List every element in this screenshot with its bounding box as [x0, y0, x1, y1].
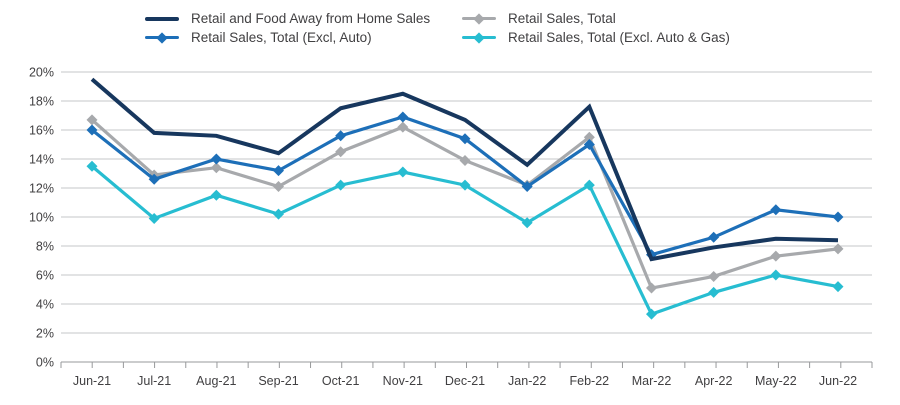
- svg-text:12%: 12%: [29, 182, 54, 196]
- series-lines: [86, 77, 844, 320]
- svg-text:2%: 2%: [36, 327, 54, 341]
- chart-legend: Retail and Food Away from Home Sales Ret…: [145, 9, 730, 47]
- svg-text:Sep-21: Sep-21: [258, 374, 298, 388]
- data-point-marker: [646, 282, 657, 294]
- svg-text:May-22: May-22: [755, 374, 797, 388]
- navy-line-swatch-icon: [145, 13, 179, 25]
- data-point-marker: [832, 281, 844, 293]
- svg-text:Aug-21: Aug-21: [196, 374, 236, 388]
- y-gridlines: [61, 71, 872, 363]
- legend-item-retail-total: Retail Sales, Total: [462, 11, 730, 26]
- svg-text:Mar-22: Mar-22: [632, 374, 672, 388]
- data-point-marker: [335, 179, 347, 191]
- y-axis-labels: 0% 2% 4% 6% 8% 10% 12% 14% 16% 18% 20%: [29, 66, 54, 370]
- data-point-marker: [770, 204, 782, 216]
- data-point-marker: [583, 139, 595, 150]
- svg-text:Dec-21: Dec-21: [445, 374, 485, 388]
- svg-text:Jul-21: Jul-21: [137, 374, 171, 388]
- svg-text:Jan-22: Jan-22: [508, 374, 546, 388]
- svg-text:Jun-22: Jun-22: [819, 374, 857, 388]
- legend-line-icon: [145, 16, 179, 21]
- legend-diamond-icon: [473, 12, 485, 25]
- legend-item-retail-excl-auto-gas: Retail Sales, Total (Excl. Auto & Gas): [462, 30, 730, 45]
- svg-text:Oct-21: Oct-21: [322, 374, 360, 388]
- x-axis-labels: Jun-21 Jul-21 Aug-21 Sep-21 Oct-21 Nov-21 Dec-…: [73, 374, 857, 388]
- data-point-marker: [335, 146, 347, 158]
- legend-item-retail-excl-auto: Retail Sales, Total (Excl, Auto): [145, 30, 462, 45]
- data-point-marker: [459, 179, 471, 191]
- data-point-marker: [521, 181, 533, 193]
- svg-text:18%: 18%: [29, 95, 54, 109]
- legend-diamond-icon: [473, 31, 485, 44]
- data-point-marker: [583, 179, 595, 191]
- svg-text:10%: 10%: [29, 211, 54, 225]
- svg-text:20%: 20%: [29, 66, 54, 80]
- svg-text:16%: 16%: [29, 124, 54, 138]
- svg-text:Feb-22: Feb-22: [570, 374, 610, 388]
- data-point-marker: [459, 154, 471, 166]
- legend-label-retail-total: Retail Sales, Total: [508, 11, 616, 26]
- legend-diamond-icon: [156, 31, 168, 44]
- legend-label-retail-excl-auto-gas: Retail Sales, Total (Excl. Auto & Gas): [508, 30, 730, 45]
- data-point-marker: [273, 165, 284, 177]
- data-point-marker: [148, 173, 160, 185]
- svg-text:Apr-22: Apr-22: [695, 374, 733, 388]
- svg-text:Jun-21: Jun-21: [73, 374, 111, 388]
- data-point-marker: [646, 308, 657, 320]
- data-point-marker: [210, 153, 222, 165]
- data-point-marker: [86, 124, 98, 136]
- cyan-line-diamond-swatch-icon: [462, 31, 496, 44]
- data-point-marker: [708, 231, 720, 243]
- svg-text:0%: 0%: [36, 356, 54, 370]
- data-point-marker: [335, 130, 347, 142]
- data-point-marker: [210, 162, 222, 174]
- svg-text:8%: 8%: [36, 240, 54, 254]
- data-point-marker: [832, 243, 844, 255]
- data-point-marker: [273, 181, 284, 193]
- series-line-0: [90, 77, 839, 262]
- data-point-marker: [770, 269, 782, 281]
- data-point-marker: [583, 131, 595, 143]
- gray-line-diamond-swatch-icon: [462, 12, 496, 25]
- legend-item-retail-and-food-away: Retail and Food Away from Home Sales: [145, 11, 462, 26]
- data-point-marker: [708, 270, 720, 282]
- data-point-marker: [397, 121, 409, 133]
- legend-label-retail-excl-auto: Retail Sales, Total (Excl, Auto): [191, 30, 372, 45]
- data-point-marker: [832, 211, 844, 223]
- data-point-marker: [397, 111, 409, 123]
- data-point-marker: [708, 286, 720, 298]
- blue-line-diamond-swatch-icon: [145, 31, 179, 44]
- data-point-marker: [521, 217, 533, 229]
- svg-text:14%: 14%: [29, 153, 54, 167]
- data-point-marker: [770, 250, 782, 262]
- data-point-marker: [148, 212, 160, 224]
- data-point-marker: [210, 189, 222, 201]
- x-axis-ticks: [60, 362, 873, 368]
- svg-text:6%: 6%: [36, 269, 54, 283]
- svg-text:Nov-21: Nov-21: [383, 374, 423, 388]
- data-point-marker: [86, 160, 98, 172]
- legend-label-retail-and-food-away: Retail and Food Away from Home Sales: [191, 11, 431, 26]
- series-line-2: [90, 118, 839, 290]
- data-point-marker: [397, 166, 409, 178]
- data-point-marker: [459, 133, 471, 145]
- data-point-marker: [273, 208, 284, 220]
- svg-text:4%: 4%: [36, 298, 54, 312]
- data-point-marker: [86, 114, 98, 126]
